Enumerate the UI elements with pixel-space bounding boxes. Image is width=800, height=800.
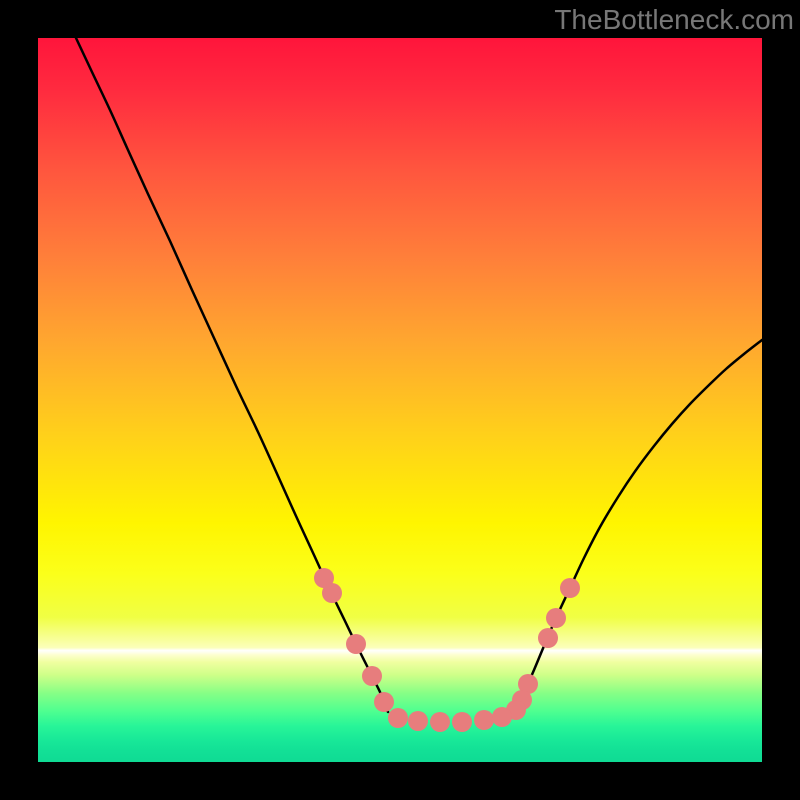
watermark-text: TheBottleneck.com [554,4,794,36]
bead-bottom [452,712,472,732]
right-curve [512,340,762,712]
bead-left [362,666,382,686]
bead-bottom [388,708,408,728]
curve-layer [38,38,762,762]
bead-left [322,583,342,603]
bead-bottom [430,712,450,732]
bead-left [346,634,366,654]
bead-left [374,692,394,712]
bead-bottom [408,711,428,731]
plot-area [38,38,762,762]
bead-bottom [492,707,512,727]
bead-bottom [474,710,494,730]
bead-right [546,608,566,628]
bead-right [560,578,580,598]
left-curve [76,38,388,712]
chart-root: { "watermark": { "text": "TheBottleneck.… [0,0,800,800]
bead-right [538,628,558,648]
